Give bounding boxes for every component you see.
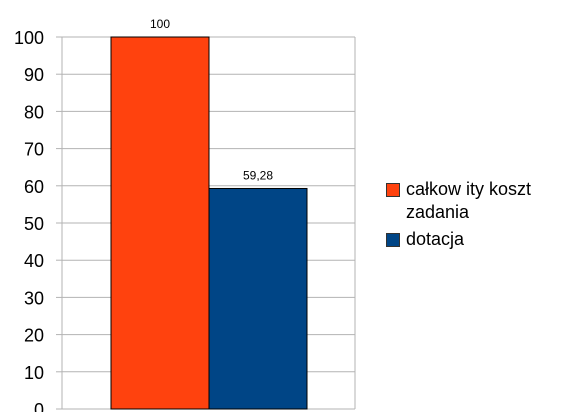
y-tick-label-40: 40 (24, 251, 44, 271)
legend: całkow ity koszt zadania dotacja (386, 178, 562, 255)
bar-series-2 (208, 187, 308, 410)
y-tick-label-50: 50 (24, 214, 44, 234)
y-tick-label-90: 90 (24, 65, 44, 85)
data-labels: 100 59,28 (150, 17, 273, 182)
y-tick-label-30: 30 (24, 288, 44, 308)
legend-label-series-1: całkow ity koszt zadania (406, 179, 532, 222)
y-tick-label-20: 20 (24, 326, 44, 346)
bars (110, 36, 308, 410)
y-tick-label-100: 100 (14, 28, 44, 48)
y-tick-label-80: 80 (24, 102, 44, 122)
y-tick-label-60: 60 (24, 177, 44, 197)
legend-item-series-1: całkow ity koszt zadania (386, 178, 562, 224)
bar-series-1 (110, 36, 210, 410)
y-tick-label-10: 10 (24, 363, 44, 383)
y-tick-label-70: 70 (24, 140, 44, 160)
y-axis-tick-labels: 0 10 20 30 40 50 60 70 80 90 100 (14, 28, 44, 412)
legend-item-series-2: dotacja (386, 228, 562, 251)
legend-label-series-2: dotacja (406, 229, 465, 249)
legend-swatch-series-2 (386, 233, 400, 247)
y-tick-label-0: 0 (34, 400, 44, 412)
legend-swatch-series-1 (386, 183, 400, 197)
data-label-series-2: 59,28 (243, 168, 273, 182)
data-label-series-1: 100 (150, 17, 170, 31)
